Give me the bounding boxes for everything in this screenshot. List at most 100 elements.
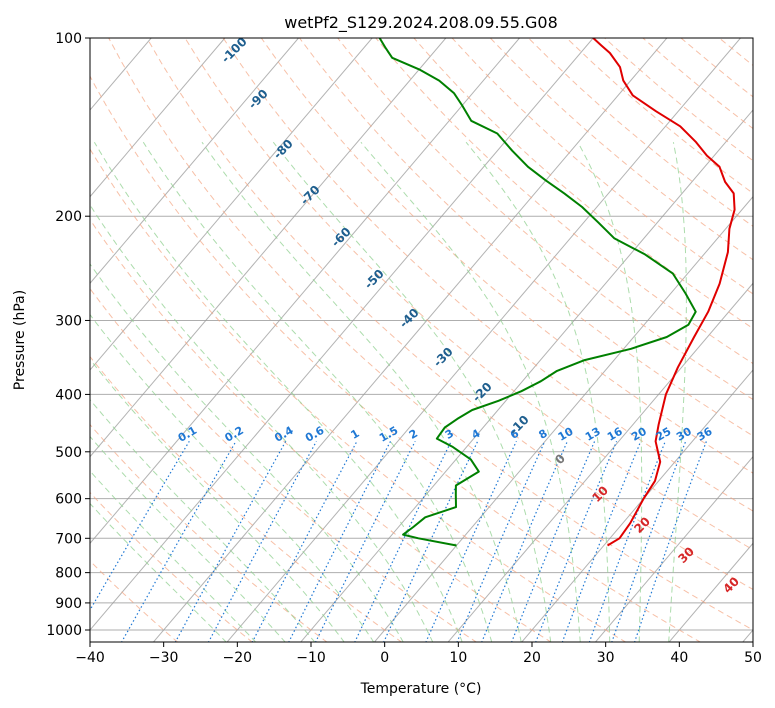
moist-adiabat <box>90 263 404 642</box>
dewpoint-line <box>378 38 697 547</box>
moist-adiabat <box>142 141 493 642</box>
adiabat-label: -30 <box>431 345 456 370</box>
isotherm <box>594 455 753 642</box>
x-tick-label: 10 <box>449 650 467 666</box>
moist-adiabat <box>90 435 286 642</box>
x-tick-label: −30 <box>149 650 179 666</box>
moist-adiabat <box>90 204 434 642</box>
mixing-ratio-label: 0.1 <box>176 424 199 445</box>
moist-adiabat <box>465 141 611 642</box>
mixing-ratio-label: 20 <box>629 425 649 444</box>
mixing-ratio-label: 2 <box>407 427 420 442</box>
mixing-ratio-line <box>611 441 687 642</box>
adiabat-label: -60 <box>329 225 354 250</box>
dry-adiabat <box>642 38 753 130</box>
y-tick-label: 500 <box>55 445 82 461</box>
isotherm <box>90 38 299 285</box>
isotherm <box>300 109 753 642</box>
y-tick-label: 200 <box>55 209 82 225</box>
y-tick-label: 800 <box>55 566 82 582</box>
background-lines <box>0 38 775 643</box>
moist-adiabat <box>90 398 316 642</box>
dry-adiabat <box>489 38 753 261</box>
x-tick-label: 30 <box>597 650 615 666</box>
dry-adiabat <box>718 38 753 67</box>
mixing-ratio-line <box>288 441 392 642</box>
dry-adiabat <box>222 38 753 512</box>
dry-adiabat <box>680 38 753 98</box>
mixing-ratio-line <box>90 440 190 612</box>
mixing-ratio-label: 10 <box>556 425 576 444</box>
mixing-ratio-line <box>456 441 546 642</box>
isotherm <box>226 38 741 642</box>
mixing-ratio-label: 0.6 <box>303 424 327 445</box>
series-layer <box>378 38 736 547</box>
mixing-ratio-label: 8 <box>536 427 549 442</box>
y-axis: 100 200 300 400 500 600 700 800 900 1000 <box>46 31 90 639</box>
x-tick-label: 0 <box>380 650 389 666</box>
moist-adiabat <box>93 141 463 642</box>
dry-adiabat <box>90 218 552 642</box>
mixing-ratio-line <box>588 441 666 642</box>
y-axis-label: Pressure (hPa) <box>12 290 28 390</box>
dry-adiabat <box>757 38 775 643</box>
x-tick-label: −10 <box>296 650 326 666</box>
dry-adiabat <box>528 38 753 227</box>
chart-title: wetPf2_S129.2024.208.09.55.G08 <box>284 13 558 33</box>
isotherm <box>90 38 226 198</box>
dry-adiabat <box>146 38 753 591</box>
isotherm <box>742 629 753 642</box>
x-axis: −40 −30 −20 −10 0 10 20 30 40 50 <box>75 642 762 666</box>
isotherm <box>0 38 4 643</box>
y-tick-label: 300 <box>55 313 82 329</box>
moist-adiabat <box>201 141 522 642</box>
mixing-ratio-line <box>120 441 237 642</box>
mixing-ratio-label: 30 <box>674 425 694 444</box>
adiabat-label: 10 <box>589 483 611 505</box>
mixing-ratio-line <box>174 441 287 642</box>
mixing-ratio-label: 4 <box>469 427 482 442</box>
x-tick-label: 40 <box>670 650 688 666</box>
isotherm <box>90 38 520 545</box>
adiabat-label: -90 <box>246 87 271 112</box>
adiabat-label: 20 <box>631 514 653 536</box>
isotherm <box>447 282 753 642</box>
isotherm <box>152 38 668 642</box>
x-axis-label: Temperature (°C) <box>360 681 482 697</box>
isotherm <box>373 195 753 642</box>
x-tick-label: −20 <box>223 650 253 666</box>
line-labels: 0.1 0.2 0.4 0.6 1 1.5 2 3 4 6 8 10 13 16 20 25 30 36-100-… <box>176 35 742 596</box>
moist-adiabat <box>360 141 581 642</box>
adiabat-label: -80 <box>271 137 296 162</box>
moist-adiabat <box>90 358 345 642</box>
x-tick-label: 50 <box>744 650 762 666</box>
mixing-ratio-label: 1 <box>349 427 362 442</box>
moist-adiabat <box>90 470 257 642</box>
mixing-ratio-line <box>207 441 317 642</box>
mixing-ratio-line <box>634 441 707 642</box>
dry-adiabat <box>90 355 403 642</box>
adiabat-label: -20 <box>470 380 495 405</box>
y-tick-label: 900 <box>55 596 82 612</box>
dry-adiabat <box>337 38 753 401</box>
plot-frame <box>89 37 754 643</box>
y-tick-label: 600 <box>55 492 82 508</box>
adiabat-label: 30 <box>675 544 697 566</box>
isotherm <box>90 38 373 371</box>
isotherm <box>90 38 447 458</box>
mixing-ratio-line <box>425 441 517 642</box>
dry-adiabat <box>90 491 253 642</box>
dry-adiabat <box>90 287 478 642</box>
mixing-ratio-line <box>251 441 358 642</box>
dry-adiabat <box>451 38 753 295</box>
x-tick-label: −40 <box>75 650 105 666</box>
dry-adiabat <box>375 38 753 365</box>
dry-adiabat <box>108 38 753 631</box>
y-tick-label: 100 <box>55 31 82 47</box>
isotherm <box>521 369 753 642</box>
adiabat-label: -50 <box>362 267 387 292</box>
dry-adiabat <box>299 38 753 437</box>
moist-adiabat <box>272 141 552 642</box>
dry-adiabat <box>90 75 702 642</box>
